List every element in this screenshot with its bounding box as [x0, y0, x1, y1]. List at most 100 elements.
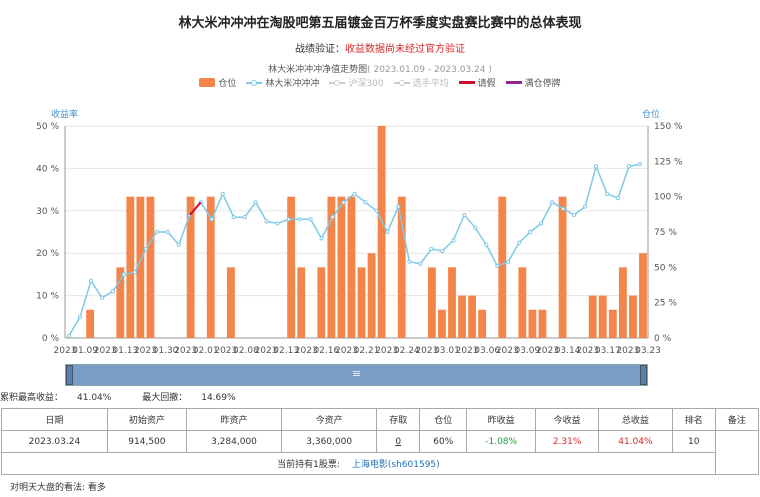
return-point — [209, 217, 214, 222]
performance-table: 日期 初始资产 昨资产 今资产 存取 仓位 昨收益 今收益 总收益 排名 备注 … — [1, 408, 760, 475]
x-tick-label: 2023 — [415, 346, 438, 356]
cell-note — [714, 430, 760, 475]
return-point — [451, 238, 456, 243]
return-point — [286, 217, 291, 222]
holding-stock-link[interactable]: 上海电影(sh601595) — [351, 460, 440, 470]
max-drawdown-value: 14.69% — [201, 393, 236, 403]
legend-item-4[interactable]: 请假 — [458, 76, 496, 89]
header-today-return: 今收益 — [535, 408, 600, 431]
position-bar — [317, 267, 326, 338]
position-bar — [86, 309, 95, 338]
return-point — [637, 162, 643, 167]
verification-status: 战绩验证：收益数据尚未经过官方验证 — [0, 40, 760, 55]
right-tick-label: 150 % — [654, 122, 683, 132]
return-point — [363, 200, 368, 205]
legend-label: 选手平均 — [412, 79, 449, 89]
return-point — [220, 191, 225, 196]
header-date: 日期 — [1, 408, 108, 431]
cell-rank: 10 — [671, 430, 716, 453]
legend-item-2[interactable]: 沪深300 — [329, 76, 384, 89]
cell-total-return: 41.04% — [598, 430, 673, 453]
position-bar — [146, 196, 155, 338]
return-point — [253, 200, 258, 205]
header-note: 备注 — [714, 408, 760, 431]
return-point — [385, 229, 390, 235]
deposit-link[interactable]: 0 — [395, 436, 402, 447]
legend-item-1[interactable]: 林大米冲冲冲 — [246, 76, 319, 89]
right-tick-label: 0 % — [654, 334, 672, 344]
position-bar — [367, 253, 376, 338]
cell-date: 2023.03.24 — [1, 430, 108, 453]
position-bar — [186, 196, 195, 338]
leave-segment — [189, 201, 202, 216]
return-point — [374, 208, 379, 213]
x-tick-label: 2023 — [214, 346, 237, 356]
legend-item-3[interactable]: 选手平均 — [393, 76, 449, 89]
holding-row: 当前持有1股票: 上海电影(sh601595) — [1, 452, 759, 475]
table-header-row: 日期 初始资产 昨资产 今资产 存取 仓位 昨收益 今收益 总收益 排名 备注 — [1, 408, 760, 431]
right-tick-label: 100 % — [654, 193, 683, 203]
legend-item-0[interactable]: 仓位 — [199, 76, 236, 89]
return-point — [308, 217, 313, 222]
x-tick-label: 2023 — [54, 346, 77, 356]
x-tick-label: 2023 — [456, 346, 479, 356]
cell-today-assets: 3,360,000 — [281, 430, 378, 453]
position-bar — [126, 196, 135, 338]
legend-item-5[interactable]: 满仓停牌 — [505, 76, 561, 89]
legend-line-swatch — [329, 79, 346, 86]
page-title: 林大米冲冲冲在淘股吧第五届镀金百万杯季度实盘赛比赛中的总体表现 — [178, 16, 582, 31]
x-tick-label: 2023 — [375, 346, 398, 356]
position-bar — [639, 253, 647, 338]
slider-left-handle[interactable] — [66, 365, 73, 385]
position-bar — [629, 295, 637, 338]
left-tick-label: 40 % — [36, 164, 59, 174]
chart-subtitle: 林大米冲冲冲净值走势图( 2023.01.09 - 2023.03.24 ) — [0, 62, 760, 75]
x-tick-label: 03.06 — [474, 346, 500, 356]
net-value-chart: 0 % 10 % 20 % 30 % 40 % 50 % 0 % 25 % 50 % 75 % 10… — [36, 108, 683, 356]
position-bar — [528, 309, 537, 338]
x-tick-label: 2023 — [576, 346, 599, 356]
left-tick-label: 0 % — [42, 334, 60, 344]
left-tick-label: 20 % — [36, 249, 59, 259]
verify-label: 战绩验证： — [295, 44, 345, 55]
position-bar — [588, 295, 597, 338]
cell-today-return: 2.31% — [535, 430, 600, 453]
return-point — [165, 229, 170, 235]
chart-subtitle-name: 林大米冲冲冲净值走势图 — [268, 65, 368, 75]
right-tick-label: 25 % — [654, 299, 677, 309]
range-slider[interactable]: ≡ — [65, 364, 648, 386]
return-point — [582, 204, 588, 209]
return-point — [330, 215, 335, 220]
x-tick-label: 2023 — [496, 346, 519, 356]
x-tick-label: 2023 — [94, 346, 117, 356]
cell-position: 60% — [419, 430, 468, 453]
x-tick-label: 01.13 — [112, 346, 138, 356]
legend-label: 林大米冲冲冲 — [265, 79, 320, 89]
slider-right-handle[interactable] — [640, 365, 647, 385]
left-tick-label: 30 % — [36, 207, 59, 217]
max-return-label: 累积最高收益： — [0, 393, 64, 403]
right-tick-label: 50 % — [654, 263, 677, 273]
max-drawdown-label: 最大回撤： — [142, 393, 188, 403]
return-point — [352, 191, 357, 196]
left-axis-title: 收益率 — [51, 108, 78, 120]
x-tick-label: 2023 — [335, 346, 358, 356]
return-point — [572, 212, 577, 218]
position-bar — [347, 196, 356, 338]
return-point — [110, 289, 116, 294]
return-point — [176, 242, 181, 247]
position-bar — [226, 267, 235, 338]
holding-label: 当前持有1股票: — [277, 460, 340, 470]
max-return-value: 41.04% — [77, 393, 112, 403]
legend-halt-swatch — [505, 81, 522, 84]
x-tick-label: 01.09 — [72, 346, 98, 356]
left-tick-label: 10 % — [36, 292, 59, 302]
return-point — [593, 164, 599, 169]
market-view: 对明天大盘的看法: 看多 — [10, 480, 106, 493]
return-point — [495, 263, 500, 269]
verify-value: 收益数据尚未经过官方验证 — [345, 44, 465, 55]
return-point — [539, 221, 544, 226]
position-bar — [377, 126, 386, 338]
position-bar — [478, 309, 487, 338]
slider-grip-icon[interactable]: ≡ — [351, 367, 362, 380]
